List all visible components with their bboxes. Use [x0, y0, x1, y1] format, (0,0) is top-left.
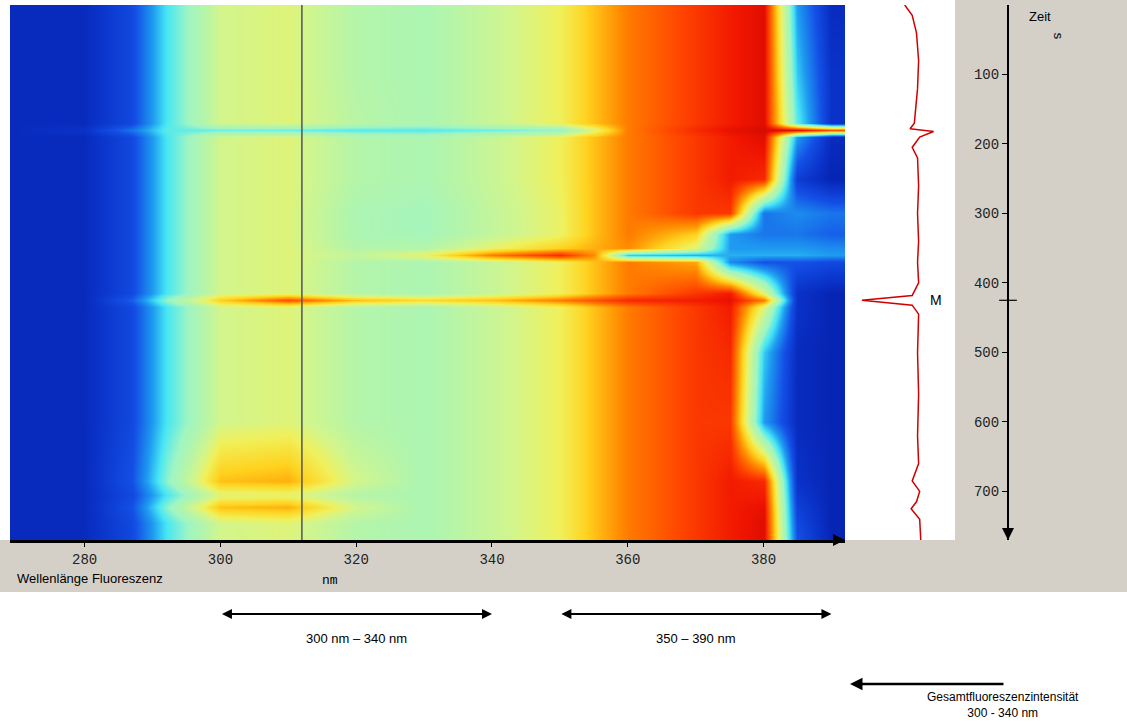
svg-text:M: M	[930, 292, 942, 308]
svg-text:Gesamtfluoreszenzintensität300: Gesamtfluoreszenzintensität300 - 340 nm	[927, 690, 1079, 720]
svg-text:360: 360	[615, 552, 640, 568]
svg-text:320: 320	[344, 552, 369, 568]
svg-text:Zeit: Zeit	[1029, 9, 1051, 24]
svg-text:Wellenlänge Fluoreszenz: Wellenlänge Fluoreszenz	[17, 571, 163, 586]
svg-text:600: 600	[974, 415, 999, 431]
svg-text:nm: nm	[322, 573, 338, 588]
svg-text:350 – 390 nm: 350 – 390 nm	[656, 631, 736, 646]
svg-text:300: 300	[974, 206, 999, 222]
svg-text:300: 300	[208, 552, 233, 568]
svg-text:200: 200	[974, 137, 999, 153]
svg-text:100: 100	[974, 67, 999, 83]
svg-text:400: 400	[974, 276, 999, 292]
svg-text:500: 500	[974, 345, 999, 361]
svg-text:380: 380	[751, 552, 776, 568]
svg-text:700: 700	[974, 484, 999, 500]
svg-text:280: 280	[72, 552, 97, 568]
svg-text:340: 340	[479, 552, 504, 568]
svg-text:300 nm – 340 nm: 300 nm – 340 nm	[306, 631, 407, 646]
svg-text:s: s	[1050, 32, 1065, 40]
